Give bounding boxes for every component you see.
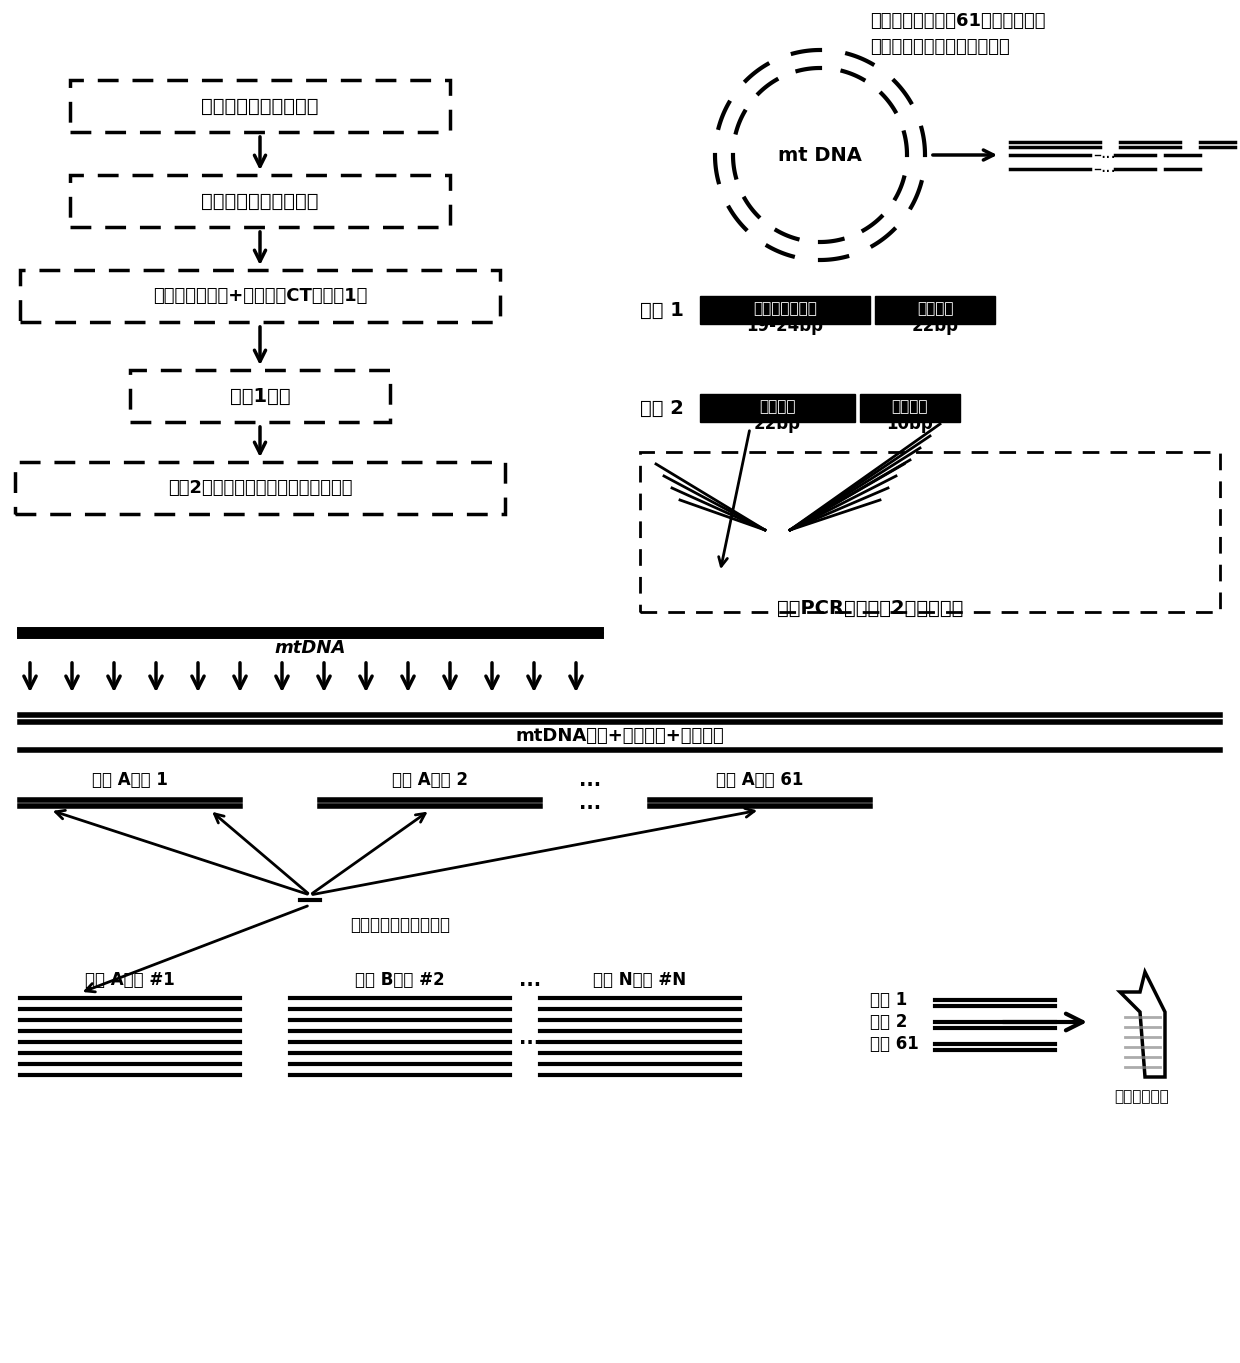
Bar bbox=[20, 270, 500, 322]
Text: ...: ... bbox=[1100, 144, 1116, 162]
Text: 同一样本不同片段混合: 同一样本不同片段混合 bbox=[350, 916, 450, 934]
Text: 引物 1: 引物 1 bbox=[640, 300, 684, 319]
Bar bbox=[861, 394, 960, 423]
Text: 重叠，且覆盖线粒体全序列的: 重叠，且覆盖线粒体全序列的 bbox=[870, 38, 1009, 56]
Text: 位置特异性引物的设计: 位置特异性引物的设计 bbox=[201, 97, 319, 116]
Text: ...: ... bbox=[1100, 158, 1116, 176]
Text: 样本 A片段 61: 样本 A片段 61 bbox=[717, 771, 804, 789]
Text: ...: ... bbox=[518, 1029, 541, 1048]
Text: ...: ... bbox=[579, 793, 601, 812]
Bar bbox=[130, 369, 391, 423]
Bar bbox=[701, 296, 870, 324]
Text: mtDNA片段+接头片段+标签片段: mtDNA片段+接头片段+标签片段 bbox=[516, 726, 724, 746]
Text: 样本 A片段 1: 样本 A片段 1 bbox=[92, 771, 167, 789]
Text: 接头序列: 接头序列 bbox=[916, 301, 954, 316]
Text: 10bp: 10bp bbox=[887, 414, 934, 433]
Text: 同一PCR反应加入2对引物扩增: 同一PCR反应加入2对引物扩增 bbox=[776, 598, 963, 617]
Text: 片段 2: 片段 2 bbox=[870, 1013, 908, 1030]
Text: 样本 A标签 #1: 样本 A标签 #1 bbox=[86, 970, 175, 990]
Text: 引物 2: 引物 2 bbox=[640, 398, 684, 417]
Bar bbox=[69, 174, 450, 228]
Text: 引物1验证: 引物1验证 bbox=[229, 387, 290, 406]
Bar bbox=[875, 296, 994, 324]
Text: 片段 61: 片段 61 bbox=[870, 1035, 919, 1054]
Text: 位置特异性引物的验证: 位置特异性引物的验证 bbox=[201, 191, 319, 210]
Text: ...: ... bbox=[518, 970, 541, 990]
Text: 标签引物: 标签引物 bbox=[892, 399, 929, 414]
Text: 接头序列: 接头序列 bbox=[759, 399, 795, 414]
Text: 样本 N标签 #N: 样本 N标签 #N bbox=[594, 970, 687, 990]
Bar bbox=[701, 394, 856, 423]
Text: 引物2（包含接头序列）的设计和验证: 引物2（包含接头序列）的设计和验证 bbox=[167, 478, 352, 497]
Text: 样本 B标签 #2: 样本 B标签 #2 bbox=[355, 970, 445, 990]
Text: 样本 A片段 2: 样本 A片段 2 bbox=[392, 771, 467, 789]
Bar bbox=[640, 453, 1220, 612]
Text: 片段 1: 片段 1 bbox=[870, 991, 908, 1009]
Text: 位置特异性引物: 位置特异性引物 bbox=[753, 301, 817, 316]
Bar bbox=[15, 462, 505, 514]
Text: 位置特异性引物：61对，相邻交叉: 位置特异性引物：61对，相邻交叉 bbox=[870, 12, 1045, 30]
Text: 22bp: 22bp bbox=[754, 414, 801, 433]
Bar bbox=[69, 80, 450, 132]
Text: mt DNA: mt DNA bbox=[777, 146, 862, 165]
Text: ...: ... bbox=[579, 770, 601, 789]
Text: 19-24bp: 19-24bp bbox=[746, 318, 823, 335]
Text: 位置特异性引物+接头序列CT（引物1）: 位置特异性引物+接头序列CT（引物1） bbox=[153, 288, 367, 305]
Text: mtDNA: mtDNA bbox=[274, 639, 346, 657]
Text: 所有样本混合: 所有样本混合 bbox=[1115, 1089, 1169, 1104]
Text: 22bp: 22bp bbox=[911, 318, 959, 335]
Polygon shape bbox=[1120, 972, 1166, 1077]
